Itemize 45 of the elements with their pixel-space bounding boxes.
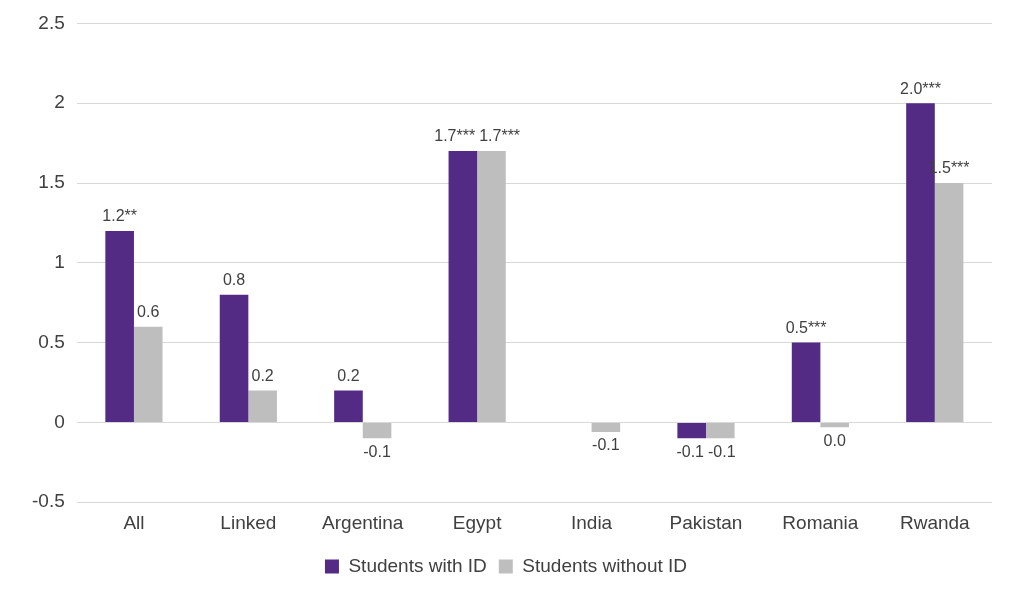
data-label: 0.2 [337, 366, 360, 384]
data-label: 0.2 [251, 366, 274, 384]
bar [219, 294, 249, 422]
data-label: -0.1 [676, 442, 705, 460]
data-label: 0.5*** [785, 319, 827, 337]
bar [448, 151, 478, 422]
bar [133, 326, 163, 422]
x-tick-label: Linked [220, 511, 277, 533]
legend-label: Students with ID [348, 554, 487, 576]
data-label: -0.1 [707, 442, 736, 460]
x-tick-label: India [570, 511, 613, 533]
y-tick-label: 2 [54, 91, 65, 113]
bar [248, 390, 277, 422]
bar [334, 390, 363, 422]
data-label: 0.8 [222, 271, 246, 289]
data-label: 0.6 [137, 303, 160, 321]
bar [820, 422, 849, 428]
x-tick-label: Argentina [322, 511, 404, 533]
bar [934, 183, 964, 422]
data-label: -0.1 [592, 436, 620, 454]
bar [362, 422, 392, 439]
x-tick-label: Romania [782, 511, 859, 533]
bar [105, 230, 134, 422]
data-label: 0.0 [823, 431, 846, 449]
data-label: 1.2** [102, 207, 137, 225]
y-tick-label: -0.5 [31, 490, 65, 512]
bar [591, 422, 621, 432]
y-tick-label: 2.5 [38, 11, 65, 33]
data-label: 1.7*** [479, 127, 521, 145]
bar [705, 422, 735, 439]
y-tick-label: 1 [54, 251, 65, 273]
y-tick-label: 0 [54, 410, 65, 432]
data-label: -0.1 [363, 442, 391, 460]
x-tick-label: Rwanda [899, 511, 971, 533]
bar [477, 151, 506, 422]
y-tick-label: 1.5 [38, 171, 65, 193]
x-tick-label: All [123, 511, 145, 533]
data-label: 1.7*** [434, 127, 476, 145]
bar [677, 422, 706, 439]
bar [791, 342, 821, 422]
x-tick-label: Pakistan [669, 511, 743, 533]
x-tick-label: Egypt [452, 511, 503, 533]
data-label: 2.0*** [900, 79, 941, 97]
legend-label: Students without ID [522, 554, 688, 576]
y-tick-label: 0.5 [38, 330, 65, 352]
